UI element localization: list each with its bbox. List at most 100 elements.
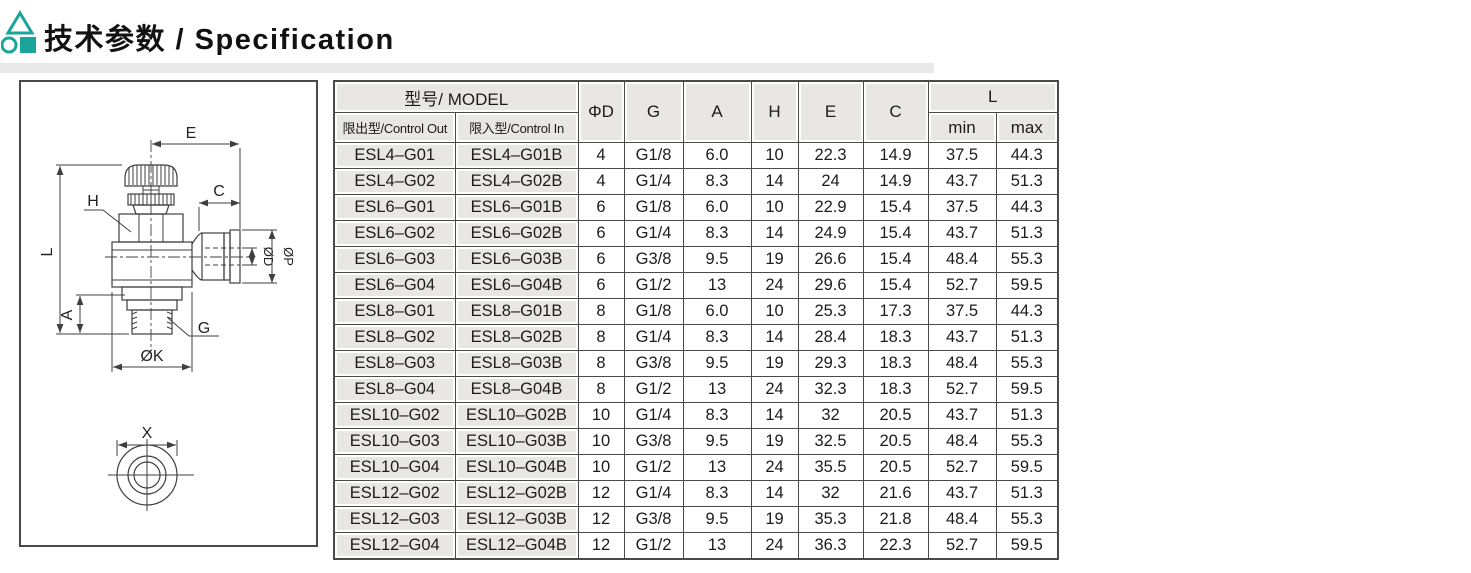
table-row: ESL10–G03 ESL10–G03B 10 G3/8 9.5 19 32.5 20.5 48… xyxy=(333,428,1059,455)
model-control-in-cell: ESL10–G04B xyxy=(454,454,579,481)
neck-bottom xyxy=(191,269,203,281)
section-marker-icon xyxy=(1,10,36,54)
value-cell: 19 xyxy=(750,506,799,533)
value-cell: 21.6 xyxy=(862,480,929,507)
value-cell: 20.5 xyxy=(862,454,929,481)
fitting-cylinder xyxy=(201,232,225,281)
dimension-label-l: L xyxy=(39,247,56,256)
value-cell: G1/2 xyxy=(623,376,684,403)
value-cell: 52.7 xyxy=(927,454,997,481)
value-cell: 10 xyxy=(750,142,799,169)
value-cell: 22.3 xyxy=(862,532,929,559)
value-cell: 44.3 xyxy=(995,194,1059,221)
dimension-label-x: X xyxy=(142,425,153,442)
value-cell: 32.3 xyxy=(797,376,864,403)
model-control-out-cell: ESL8–G01 xyxy=(333,298,456,325)
model-control-out-cell: ESL12–G03 xyxy=(333,506,456,533)
value-cell: 18.3 xyxy=(862,324,929,351)
value-cell: 4 xyxy=(577,168,625,195)
model-control-out-cell: ESL8–G03 xyxy=(333,350,456,377)
value-cell: 55.3 xyxy=(995,350,1059,377)
value-cell: 48.4 xyxy=(927,350,997,377)
table-row: ESL12–G02 ESL12–G02B 12 G1/4 8.3 14 32 21.6 43.7… xyxy=(333,480,1059,507)
table-row: ESL6–G04 ESL6–G04B 6 G1/2 13 24 29.6 15.4 52.7 59… xyxy=(333,272,1059,299)
value-cell: 10 xyxy=(750,298,799,325)
dimension-label-phi-d: ØD xyxy=(261,247,276,267)
value-cell: 51.3 xyxy=(995,480,1059,507)
value-cell: 14.9 xyxy=(862,168,929,195)
model-control-in-cell: ESL4–G01B xyxy=(454,142,579,169)
model-control-out-cell: ESL12–G02 xyxy=(333,480,456,507)
value-cell: 43.7 xyxy=(927,168,997,195)
model-control-out-cell: ESL6–G01 xyxy=(333,194,456,221)
value-cell: 35.5 xyxy=(797,454,864,481)
model-control-in-cell: ESL12–G04B xyxy=(454,532,579,559)
value-cell: 9.5 xyxy=(682,506,752,533)
value-cell: 14 xyxy=(750,168,799,195)
value-cell: 18.3 xyxy=(862,376,929,403)
model-control-in-cell: ESL12–G03B xyxy=(454,506,579,533)
value-cell: G1/4 xyxy=(623,168,684,195)
value-cell: 48.4 xyxy=(927,506,997,533)
value-cell: 8 xyxy=(577,298,625,325)
model-group-header: 型号/ MODEL xyxy=(333,80,579,113)
value-cell: 19 xyxy=(750,350,799,377)
value-cell: 35.3 xyxy=(797,506,864,533)
value-cell: 15.4 xyxy=(862,246,929,273)
model-control-in-cell: ESL8–G01B xyxy=(454,298,579,325)
value-cell: 8.3 xyxy=(682,220,752,247)
table-row: ESL6–G02 ESL6–G02B 6 G1/4 8.3 14 24.9 15.4 43.7 5… xyxy=(333,220,1059,247)
col-header-l-min: min xyxy=(927,112,997,143)
value-cell: 12 xyxy=(577,506,625,533)
col-header-g: G xyxy=(623,80,684,143)
value-cell: 43.7 xyxy=(927,324,997,351)
value-cell: 17.3 xyxy=(862,298,929,325)
value-cell: G1/4 xyxy=(623,402,684,429)
threaded-stud xyxy=(131,309,173,335)
value-cell: 43.7 xyxy=(927,402,997,429)
table-row: ESL8–G02 ESL8–G02B 8 G1/4 8.3 14 28.4 18.3 43.7 5… xyxy=(333,324,1059,351)
value-cell: 59.5 xyxy=(995,454,1059,481)
value-cell: 24.9 xyxy=(797,220,864,247)
model-control-out-cell: ESL6–G02 xyxy=(333,220,456,247)
value-cell: 51.3 xyxy=(995,324,1059,351)
dimension-label-h: H xyxy=(87,193,99,210)
value-cell: 37.5 xyxy=(927,194,997,221)
technical-drawing-panel: E H C ØD xyxy=(19,80,318,547)
lower-collar-2 xyxy=(126,299,178,311)
model-control-in-cell: ESL8–G03B xyxy=(454,350,579,377)
value-cell: 55.3 xyxy=(995,246,1059,273)
value-cell: 37.5 xyxy=(927,298,997,325)
dimension-label-phi-k: ØK xyxy=(140,348,163,365)
value-cell: 10 xyxy=(577,428,625,455)
value-cell: 4 xyxy=(577,142,625,169)
col-header-l-max: max xyxy=(995,112,1059,143)
circle-icon xyxy=(1,36,18,54)
value-cell: 10 xyxy=(577,454,625,481)
model-control-out-cell: ESL12–G04 xyxy=(333,532,456,559)
model-control-out-cell: ESL6–G03 xyxy=(333,246,456,273)
model-control-in-cell: ESL4–G02B xyxy=(454,168,579,195)
value-cell: 10 xyxy=(577,402,625,429)
value-cell: 32 xyxy=(797,480,864,507)
col-header-e: E xyxy=(797,80,864,143)
value-cell: 20.5 xyxy=(862,428,929,455)
value-cell: 44.3 xyxy=(995,298,1059,325)
spec-table: 型号/ MODEL ΦD G A H E C L 限出型/Control Out… xyxy=(333,80,1059,560)
value-cell: 8.3 xyxy=(682,324,752,351)
model-control-in-cell: ESL6–G03B xyxy=(454,246,579,273)
bottomview-middle-circle xyxy=(127,455,167,495)
value-cell: 29.6 xyxy=(797,272,864,299)
col-header-h: H xyxy=(750,80,799,143)
triangle-icon xyxy=(5,10,35,35)
value-cell: G1/8 xyxy=(623,142,684,169)
model-control-in-cell: ESL6–G04B xyxy=(454,272,579,299)
value-cell: 52.7 xyxy=(927,532,997,559)
model-control-out-cell: ESL4–G02 xyxy=(333,168,456,195)
fitting-diagram: E H C ØD xyxy=(39,125,296,511)
value-cell: 8 xyxy=(577,350,625,377)
leader-H xyxy=(102,209,132,233)
value-cell: 24 xyxy=(750,454,799,481)
lower-collar xyxy=(121,286,183,301)
